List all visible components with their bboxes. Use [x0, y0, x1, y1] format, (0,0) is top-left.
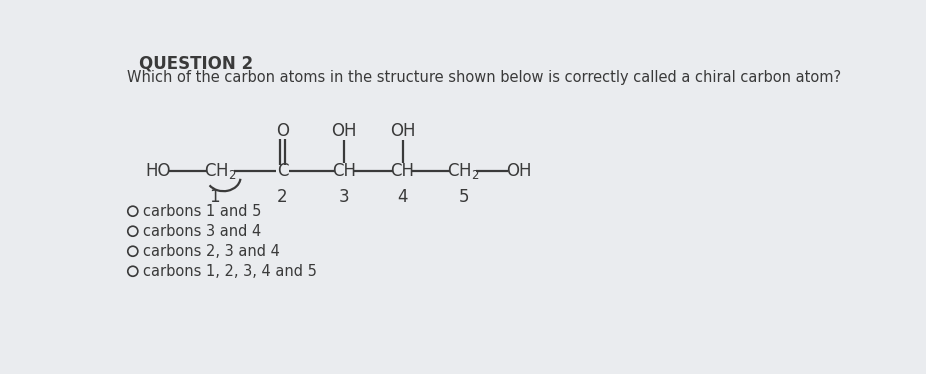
Text: OH: OH: [390, 122, 415, 140]
Text: C: C: [277, 162, 288, 180]
Text: 4: 4: [397, 188, 407, 206]
Text: CH$_2$: CH$_2$: [446, 161, 480, 181]
Text: carbons 2, 3 and 4: carbons 2, 3 and 4: [143, 244, 280, 259]
Text: 3: 3: [339, 188, 350, 206]
Text: 5: 5: [459, 188, 469, 206]
Text: CH: CH: [391, 162, 415, 180]
Text: carbons 1, 2, 3, 4 and 5: carbons 1, 2, 3, 4 and 5: [143, 264, 317, 279]
Text: carbons 3 and 4: carbons 3 and 4: [143, 224, 261, 239]
Text: Which of the carbon atoms in the structure shown below is correctly called a chi: Which of the carbon atoms in the structu…: [127, 70, 841, 85]
Text: carbons 1 and 5: carbons 1 and 5: [143, 204, 261, 219]
Text: CH: CH: [332, 162, 357, 180]
Text: 1: 1: [209, 188, 219, 206]
Text: OH: OH: [506, 162, 532, 180]
Text: HO: HO: [145, 162, 171, 180]
Text: 2: 2: [277, 188, 288, 206]
Text: QUESTION 2: QUESTION 2: [139, 54, 253, 72]
Text: CH$_2$: CH$_2$: [204, 161, 237, 181]
Text: OH: OH: [332, 122, 357, 140]
Text: O: O: [276, 122, 289, 140]
